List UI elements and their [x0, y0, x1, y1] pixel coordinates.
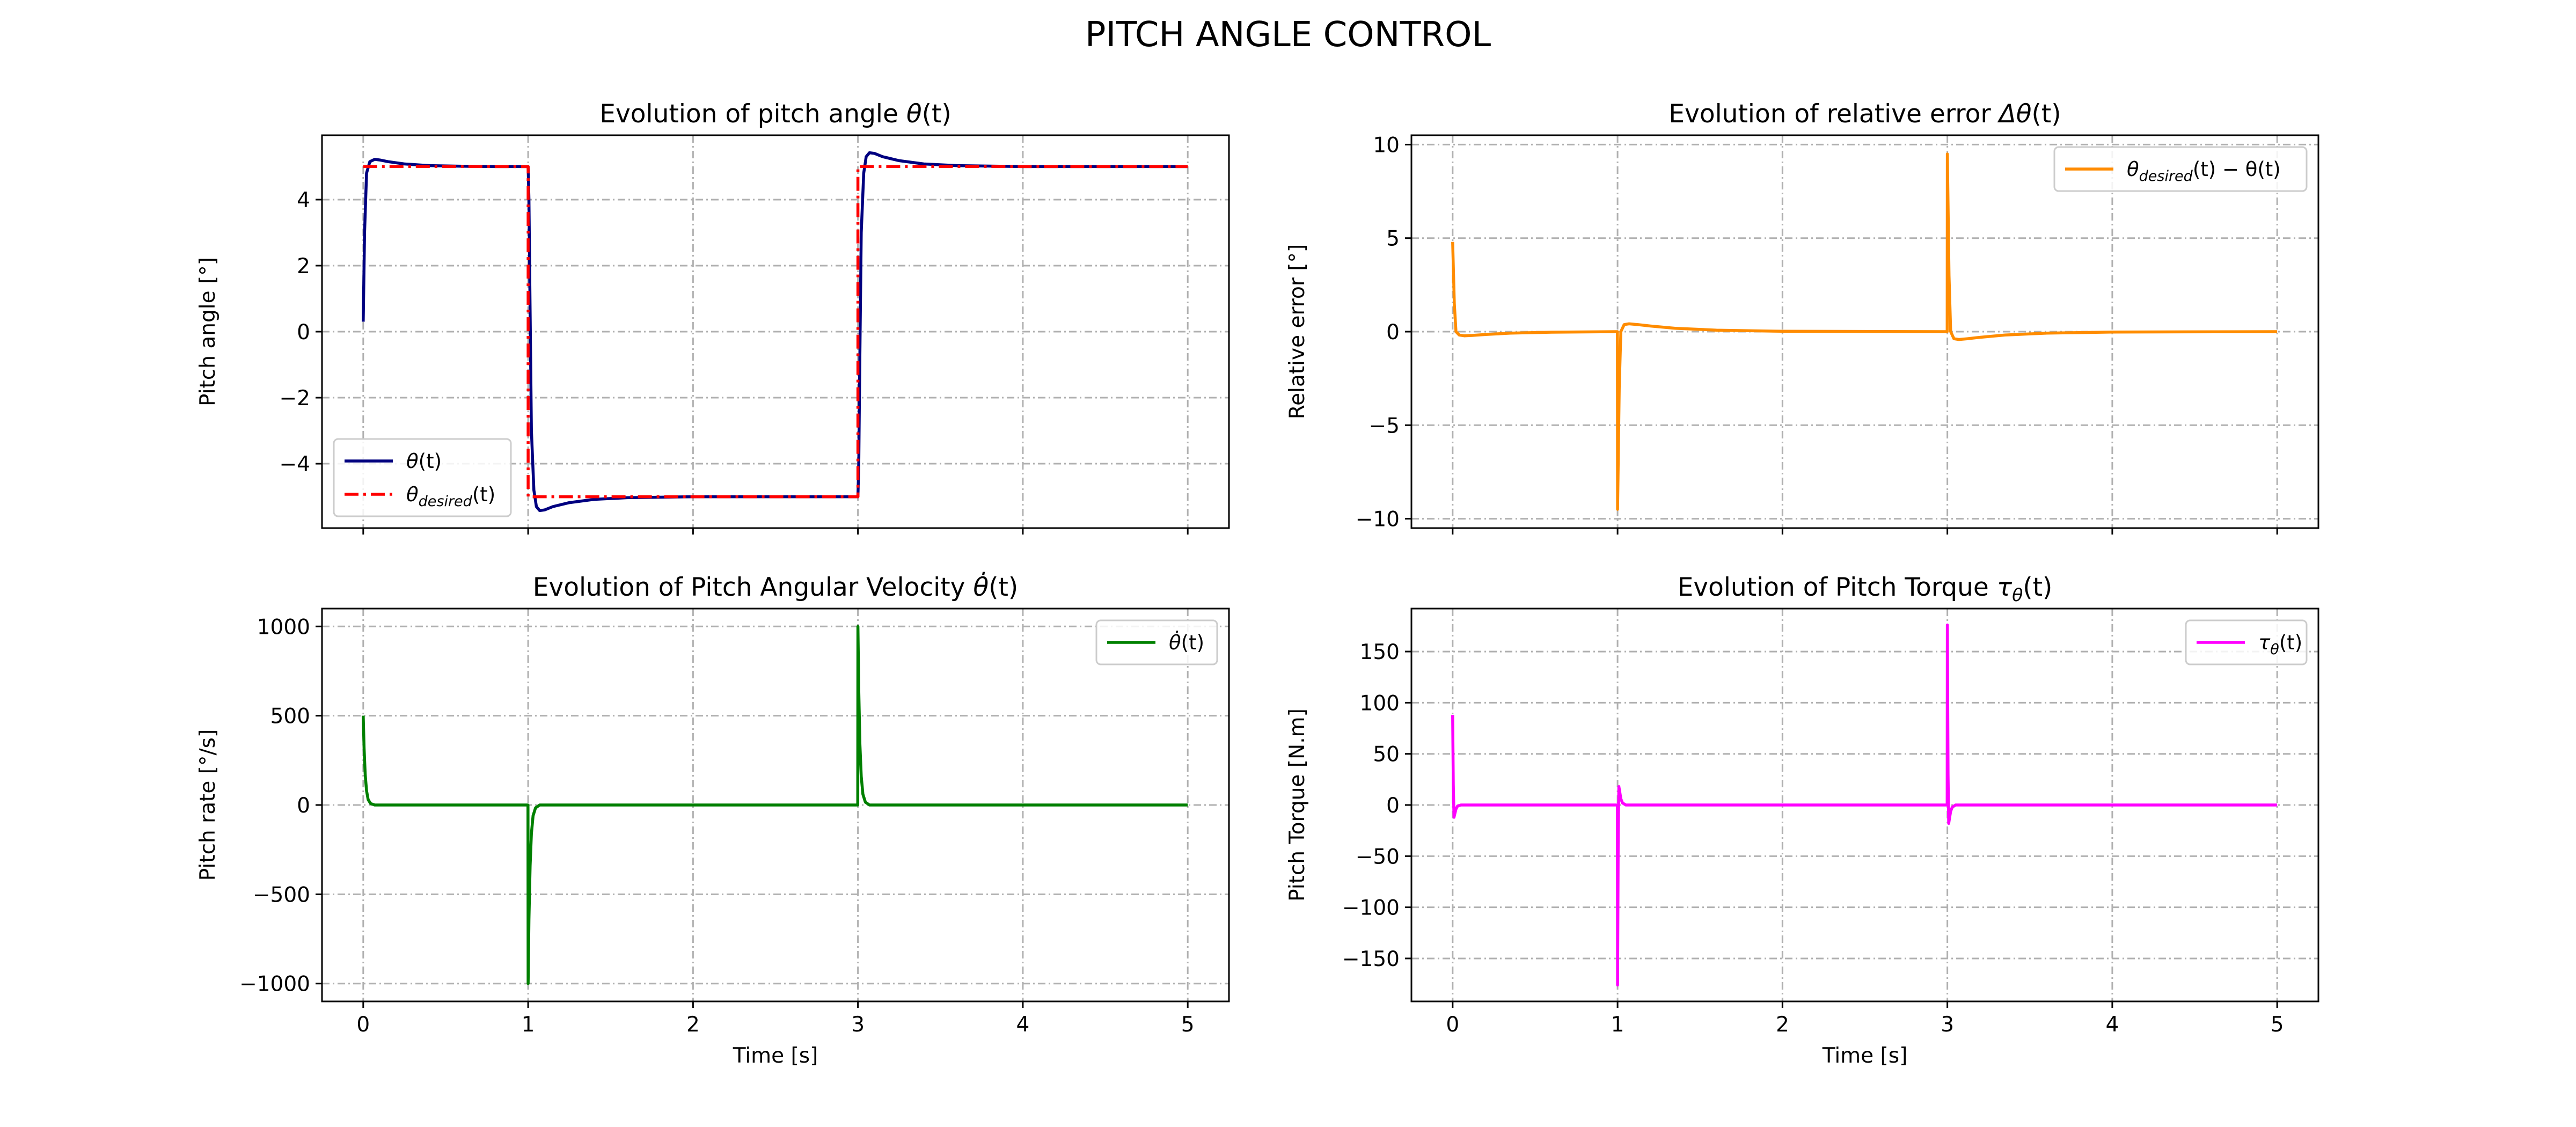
x-axis-label: Time [s]	[733, 1044, 818, 1068]
x-tick-label: 4	[2105, 1013, 2119, 1037]
legend-box	[2053, 146, 2308, 192]
x-tick-label: 0	[1446, 1013, 1459, 1037]
figure-suptitle: PITCH ANGLE CONTROL	[1085, 15, 1491, 55]
pitch-rate-panel: 0 1 2 3 4 5 −1000 −500 0 500 1000 Time [s] Pitch rat…	[196, 572, 1230, 1068]
y-tick-label: −10	[1356, 508, 1400, 532]
y-tick-label: 5	[1386, 227, 1400, 251]
legend-box	[333, 438, 512, 517]
chart-title: Evolution of relative error Δθ(t)	[1668, 99, 2061, 129]
legend-label-0: θdesired(t) − θ(t)	[2127, 158, 2281, 185]
chart-title: Evolution of Pitch Angular Velocity θ̇(t…	[533, 572, 1019, 602]
series-line-0	[362, 151, 1188, 513]
pitch-angle-panel: −4 −2 0 2 4 Pitch angle [°] Evolution of pitch…	[196, 99, 1230, 535]
chart-title: Evolution of pitch angle θ(t)	[599, 99, 951, 129]
series-line-0	[1451, 623, 2278, 987]
y-tick-label: 10	[1373, 133, 1400, 157]
y-tick-label: −1000	[239, 972, 310, 997]
pitch-torque-panel: 0 1 2 3 4 5 −150 −100 −50 0 50 100 150 Time [s] Pitch …	[1285, 573, 2319, 1068]
y-tick-label: −100	[1342, 896, 1400, 920]
x-tick-label: 3	[1941, 1013, 1954, 1037]
series-line-1	[363, 165, 1188, 499]
y-tick-label: 500	[270, 705, 310, 729]
legend: θ(t) θdesired(t)	[333, 438, 512, 517]
legend-label-0: θ(t)	[406, 450, 442, 473]
legend-label-1: θdesired(t)	[406, 483, 495, 510]
legend: θ̇(t)	[1095, 619, 1218, 665]
y-tick-label: 0	[1386, 794, 1400, 818]
x-tick-label: 3	[851, 1013, 865, 1037]
legend-box	[1095, 619, 1218, 665]
y-tick-label: 4	[297, 188, 310, 213]
series-line-0	[1451, 152, 2278, 511]
y-tick-label: 0	[297, 794, 310, 818]
legend-label-0: τθ(t)	[2258, 631, 2302, 658]
series-line-0	[362, 625, 1188, 985]
y-axis-label: Pitch angle [°]	[196, 257, 220, 406]
legend-box	[2185, 619, 2308, 665]
y-tick-label: −4	[280, 452, 311, 477]
x-tick-label: 2	[686, 1013, 700, 1037]
y-tick-label: 0	[297, 320, 310, 345]
y-tick-label: −150	[1342, 947, 1400, 971]
legend: θdesired(t) − θ(t)	[2053, 146, 2308, 192]
y-tick-label: −50	[1356, 845, 1400, 869]
y-tick-label: 50	[1373, 743, 1400, 767]
legend-label-0: θ̇(t)	[1169, 630, 1204, 654]
chart-title: Evolution of Pitch Torque τθ(t)	[1678, 573, 2053, 605]
y-tick-label: 150	[1360, 640, 1400, 664]
y-axis-label: Pitch Torque [N.m]	[1285, 708, 1309, 902]
x-tick-label: 0	[356, 1013, 370, 1037]
y-tick-label: −5	[1369, 414, 1400, 438]
x-tick-label: 4	[1016, 1013, 1029, 1037]
y-tick-label: −2	[280, 386, 311, 411]
legend: τθ(t)	[2185, 619, 2308, 665]
x-tick-label: 5	[2271, 1013, 2284, 1037]
relative-error-panel: −10 −5 0 5 10 Relative error [°] Evolution of …	[1285, 99, 2319, 535]
x-tick-label: 5	[1181, 1013, 1195, 1037]
y-axis-label: Pitch rate [°/s]	[196, 729, 220, 881]
x-tick-label: 1	[1611, 1013, 1624, 1037]
y-tick-label: 2	[297, 254, 310, 279]
x-axis-label: Time [s]	[1822, 1044, 1908, 1068]
y-axis-label: Relative error [°]	[1285, 244, 1309, 419]
y-tick-label: −500	[253, 883, 310, 907]
y-tick-label: 1000	[257, 615, 310, 639]
x-tick-label: 2	[1776, 1013, 1789, 1037]
x-tick-label: 1	[522, 1013, 535, 1037]
y-tick-label: 0	[1386, 320, 1400, 345]
y-tick-label: 100	[1360, 691, 1400, 715]
